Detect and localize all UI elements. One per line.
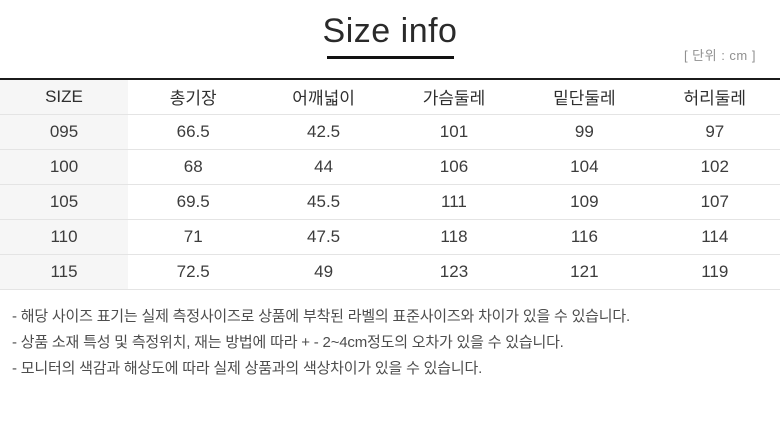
value-cell: 68 (128, 149, 259, 185)
header: Size info [ 단위 : cm ] (0, 0, 780, 78)
table-row: 105 69.5 45.5 111 109 107 (0, 184, 780, 220)
value-cell: 42.5 (258, 114, 389, 150)
table-row: 110 71 47.5 118 116 114 (0, 219, 780, 255)
value-cell: 72.5 (128, 254, 259, 290)
value-cell: 44 (258, 149, 389, 185)
table-row: 100 68 44 106 104 102 (0, 149, 780, 185)
column-header-3: 가슴둘레 (388, 79, 520, 115)
value-cell: 119 (649, 254, 780, 290)
value-cell: 47.5 (258, 219, 389, 255)
notes: - 해당 사이즈 표기는 실제 측정사이즈로 상품에 부착된 라벨의 표준사이즈… (0, 304, 780, 382)
value-cell: 99 (519, 114, 650, 150)
note-line: - 상품 소재 특성 및 측정위치, 재는 방법에 따라 + - 2~4cm정도… (12, 333, 564, 351)
value-cell: 71 (128, 219, 259, 255)
value-cell: 111 (388, 184, 520, 220)
note-line: - 모니터의 색감과 해상도에 따라 실제 상품과의 색상차이가 있을 수 있습… (12, 359, 483, 377)
page-title: Size info (322, 12, 458, 50)
value-cell: 109 (519, 184, 650, 220)
size-table: SIZE 총기장 어깨넓이 가슴둘레 밑단둘레 허리둘레 095 66.5 42.5 101 99… (0, 78, 780, 290)
value-cell: 97 (649, 114, 780, 150)
value-cell: 49 (258, 254, 389, 290)
table-header-row: SIZE 총기장 어깨넓이 가슴둘레 밑단둘레 허리둘레 (0, 79, 780, 115)
value-cell: 123 (388, 254, 520, 290)
value-cell: 102 (649, 149, 780, 185)
column-header-2: 어깨넓이 (258, 79, 389, 115)
table-row: 095 66.5 42.5 101 99 97 (0, 114, 780, 150)
size-cell: 115 (0, 254, 128, 290)
title-wrap: Size info (0, 0, 780, 60)
value-cell: 121 (519, 254, 650, 290)
note-line: - 해당 사이즈 표기는 실제 측정사이즈로 상품에 부착된 라벨의 표준사이즈… (12, 307, 630, 325)
size-cell: 100 (0, 149, 128, 185)
unit-label: [ 단위 : cm ] (683, 48, 756, 63)
value-cell: 114 (649, 219, 780, 255)
value-cell: 106 (388, 149, 520, 185)
size-cell: 095 (0, 114, 128, 150)
value-cell: 66.5 (128, 114, 259, 150)
column-header-size: SIZE (0, 79, 128, 115)
size-cell: 110 (0, 219, 128, 255)
column-header-1: 총기장 (128, 79, 259, 115)
value-cell: 107 (649, 184, 780, 220)
value-cell: 118 (388, 219, 520, 255)
title-underline (326, 56, 454, 60)
value-cell: 116 (519, 219, 650, 255)
column-header-5: 허리둘레 (649, 79, 780, 115)
value-cell: 69.5 (128, 184, 259, 220)
value-cell: 104 (519, 149, 650, 185)
size-cell: 105 (0, 184, 128, 220)
value-cell: 101 (388, 114, 520, 150)
column-header-4: 밑단둘레 (519, 79, 650, 115)
value-cell: 45.5 (258, 184, 389, 220)
table-row: 115 72.5 49 123 121 119 (0, 254, 780, 290)
